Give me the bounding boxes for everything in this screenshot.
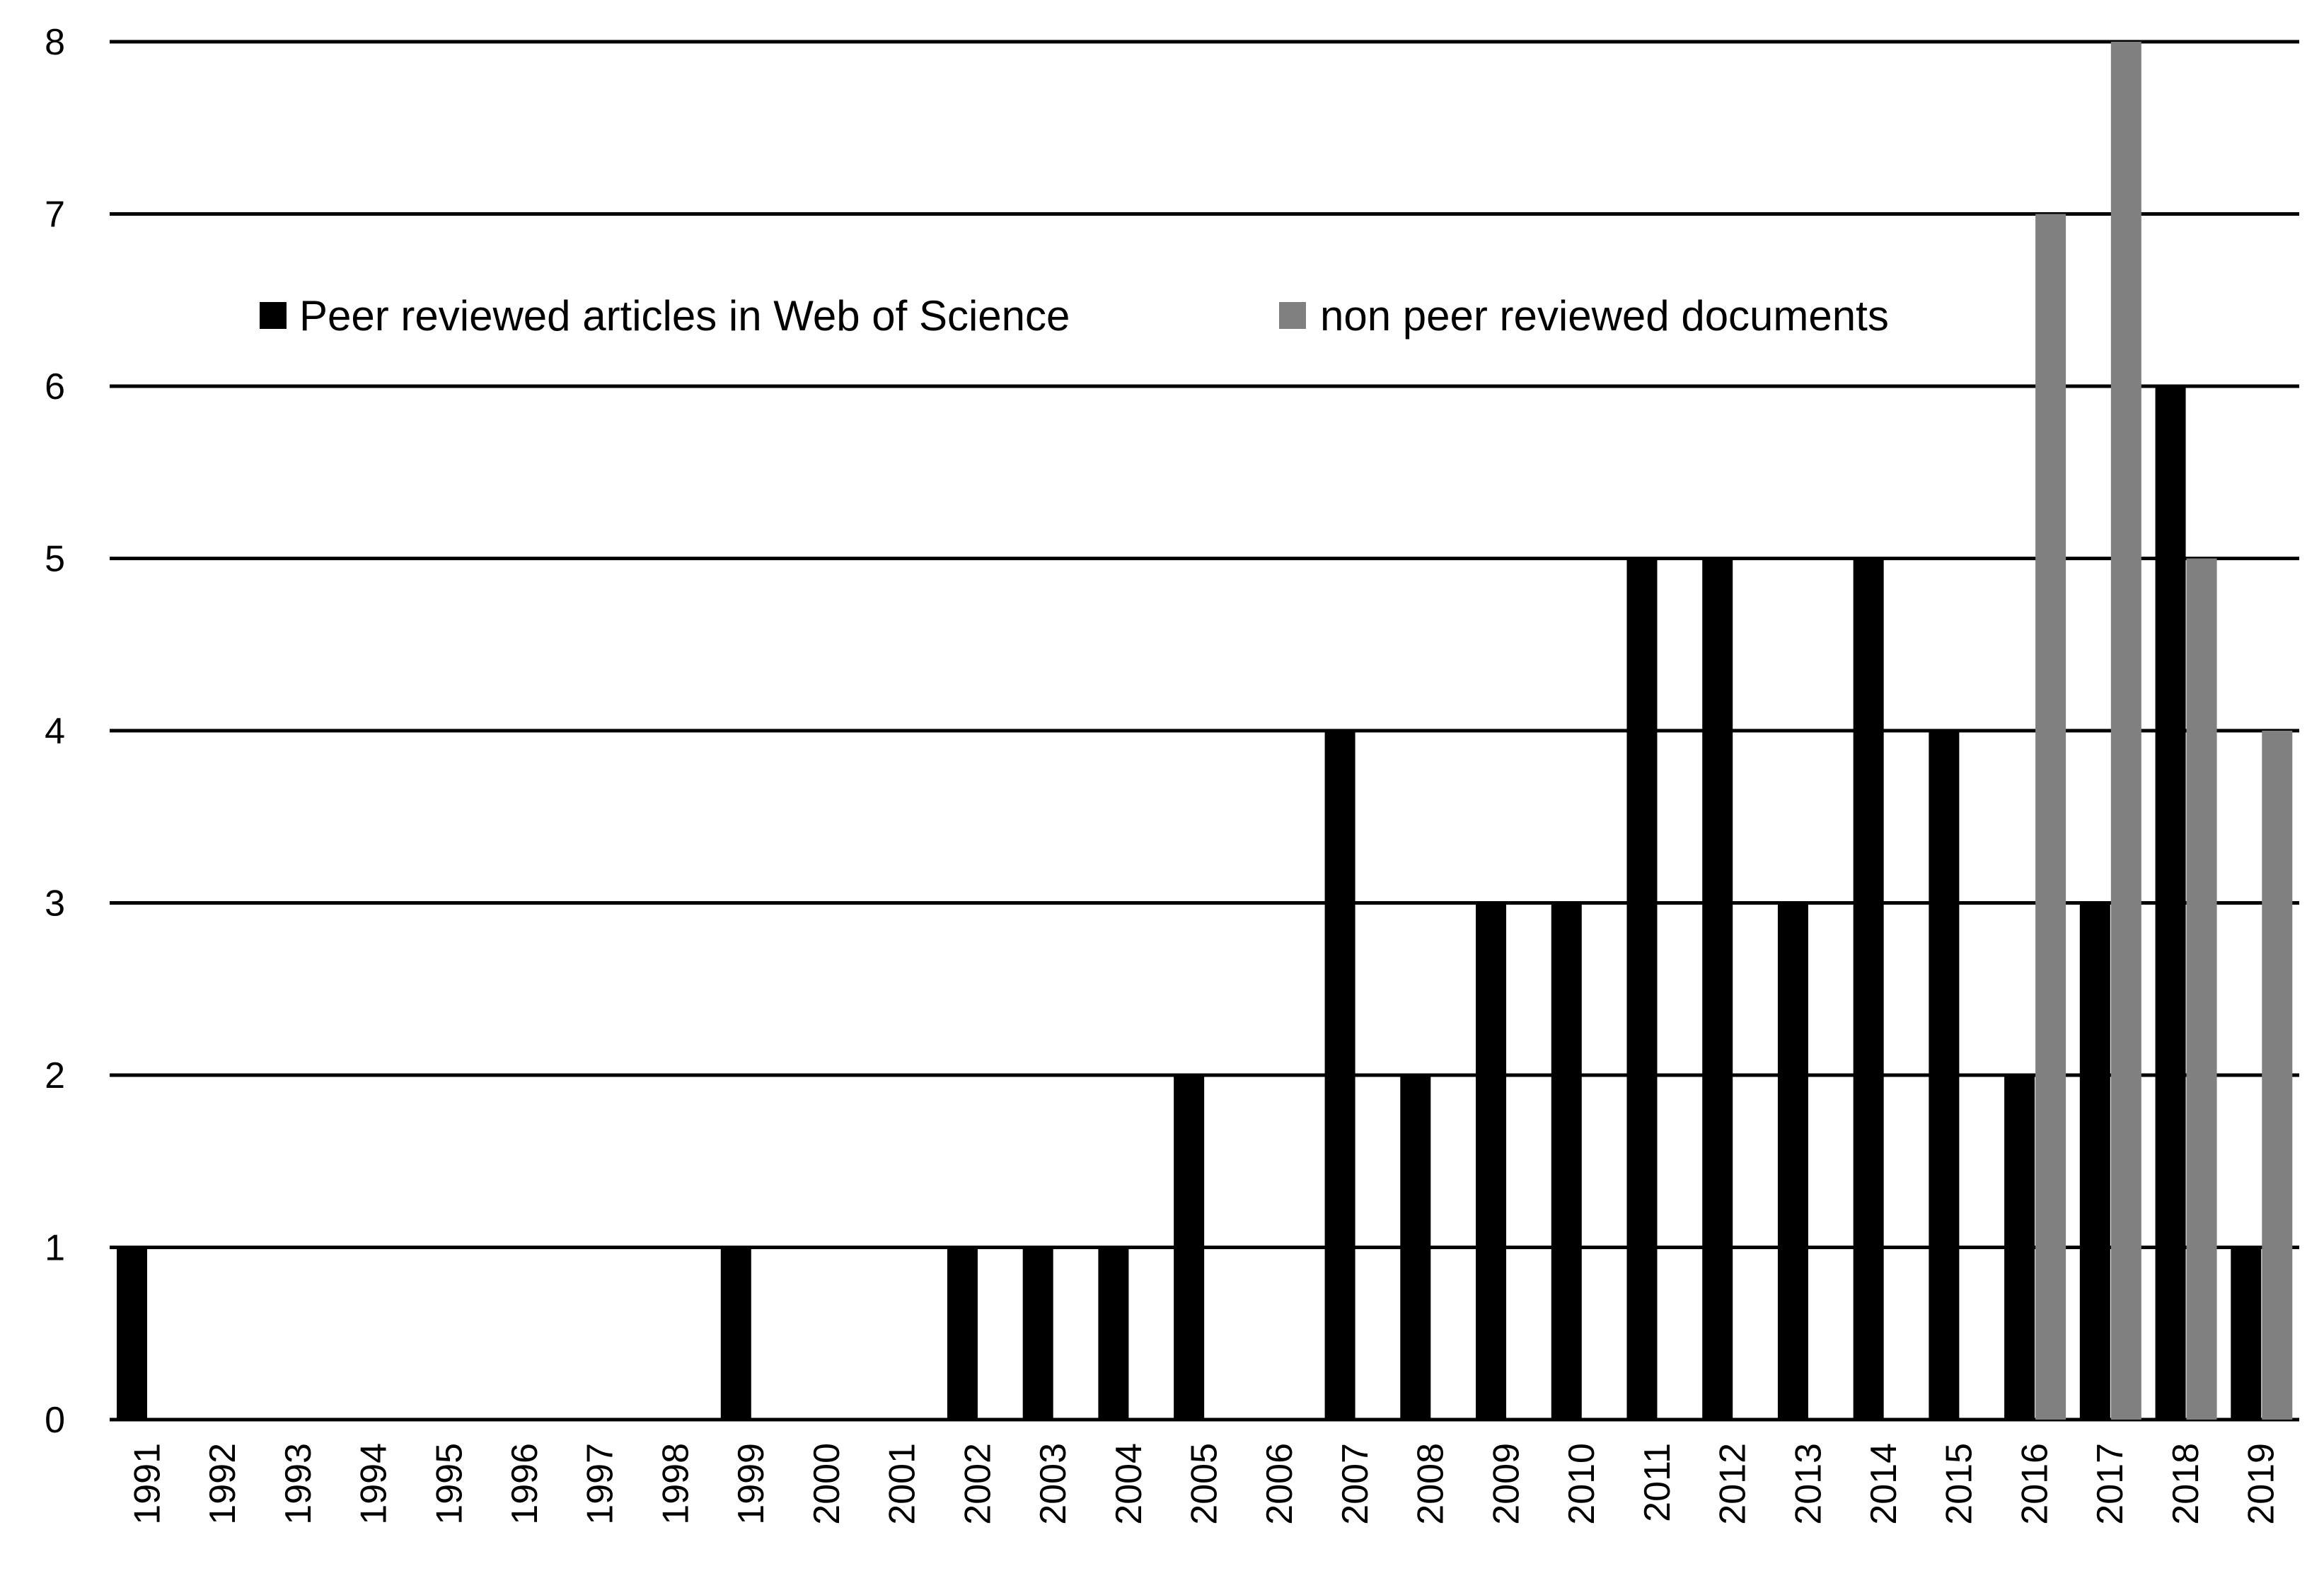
x-tick-label: 2018: [2166, 1443, 2207, 1525]
x-tick-label: 1992: [202, 1443, 243, 1525]
x-tick-label: 2000: [807, 1443, 848, 1525]
bar-peer-reviewed-2014: [1853, 558, 1884, 1420]
x-tick-label: 2006: [1259, 1443, 1300, 1525]
bar-non-peer-reviewed-2018: [2186, 558, 2217, 1420]
bar-peer-reviewed-2008: [1400, 1075, 1431, 1420]
y-tick-label: 5: [45, 539, 65, 580]
x-tick-label: 2015: [1939, 1443, 1980, 1525]
x-tick-label: 2017: [2090, 1443, 2131, 1525]
gridlines: [110, 40, 2299, 1422]
x-tick-label: 2002: [957, 1443, 998, 1525]
y-tick-label: 4: [45, 711, 65, 752]
x-tick-label: 2010: [1561, 1443, 1602, 1525]
bar-peer-reviewed-2011: [1626, 558, 1658, 1420]
x-tick-label: 1995: [429, 1443, 470, 1525]
bar-peer-reviewed-2007: [1324, 731, 1355, 1420]
bar-peer-reviewed-2012: [1702, 558, 1733, 1420]
x-tick-label: 1993: [278, 1443, 319, 1525]
x-tick-label: 2005: [1184, 1443, 1225, 1525]
bar-peer-reviewed-1991: [117, 1247, 147, 1420]
legend: Peer reviewed articles in Web of Science…: [260, 292, 1889, 340]
y-axis-tick-labels: 0 1 2 3 4 5 6 7 8: [45, 22, 65, 1441]
bar-non-peer-reviewed-2017: [2110, 42, 2141, 1420]
x-tick-label: 1994: [354, 1443, 395, 1525]
x-tick-label: 1997: [580, 1443, 621, 1525]
x-tick-label: 2003: [1033, 1443, 1074, 1525]
x-tick-label: 1998: [655, 1443, 696, 1525]
legend-swatch-peer-reviewed: [260, 302, 287, 329]
x-tick-label: 2009: [1486, 1443, 1527, 1525]
x-tick-label: 2013: [1788, 1443, 1829, 1525]
y-tick-label: 6: [45, 366, 65, 407]
x-tick-label: 2014: [1863, 1443, 1904, 1525]
bar-peer-reviewed-2003: [1022, 1247, 1053, 1420]
bar-peer-reviewed-2005: [1174, 1075, 1205, 1420]
x-tick-label: 1999: [731, 1443, 772, 1525]
bar-peer-reviewed-2016: [2004, 1075, 2035, 1420]
x-axis-tick-labels: 1991 1992 1993 1994 1995 1996 1997 1998 1999 2000…: [127, 1443, 2282, 1525]
bar-peer-reviewed-2019: [2231, 1247, 2262, 1420]
bar-non-peer-reviewed-2016: [2035, 214, 2066, 1420]
bar-peer-reviewed-2018: [2155, 386, 2186, 1420]
y-tick-label: 8: [45, 22, 65, 63]
y-tick-label: 0: [45, 1400, 65, 1441]
legend-label-non-peer-reviewed: non peer reviewed documents: [1320, 292, 1889, 340]
x-tick-label: 1996: [504, 1443, 545, 1525]
bars: [117, 42, 2293, 1420]
x-tick-label: 2016: [2014, 1443, 2055, 1525]
bar-peer-reviewed-2009: [1476, 903, 1507, 1420]
x-tick-label: 2012: [1713, 1443, 1754, 1525]
x-tick-label: 2007: [1335, 1443, 1376, 1525]
x-tick-label: 1991: [127, 1443, 168, 1525]
x-tick-label: 2001: [882, 1443, 923, 1525]
bar-peer-reviewed-2013: [1777, 903, 1808, 1420]
y-tick-label: 1: [45, 1228, 65, 1269]
x-tick-label: 2008: [1411, 1443, 1452, 1525]
bar-peer-reviewed-2002: [947, 1247, 978, 1420]
bar-peer-reviewed-2010: [1551, 903, 1582, 1420]
bar-peer-reviewed-1999: [720, 1247, 751, 1420]
bar-peer-reviewed-2017: [2079, 903, 2110, 1420]
legend-label-peer-reviewed: Peer reviewed articles in Web of Science: [299, 292, 1070, 340]
bar-non-peer-reviewed-2019: [2262, 731, 2293, 1420]
x-tick-label: 2011: [1637, 1443, 1678, 1522]
y-tick-label: 7: [45, 195, 65, 236]
bar-peer-reviewed-2004: [1098, 1247, 1129, 1420]
x-tick-label: 2019: [2241, 1443, 2282, 1525]
y-tick-label: 2: [45, 1055, 65, 1096]
x-tick-label: 2004: [1109, 1443, 1150, 1525]
legend-swatch-non-peer-reviewed: [1279, 302, 1306, 329]
y-tick-label: 3: [45, 883, 65, 924]
bar-peer-reviewed-2015: [1929, 731, 1960, 1420]
